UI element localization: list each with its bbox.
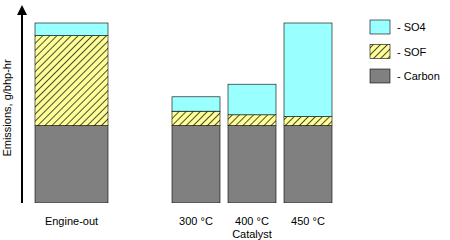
bar-segment [35,126,108,203]
bar-segment [172,97,220,111]
y-axis-line [21,9,23,203]
y-axis-label: Emissions, g/bhp-hr [1,59,13,157]
legend-label: - SO4 [397,21,426,33]
bars [35,23,332,203]
legend-swatch [370,20,390,34]
bar-segment [35,23,108,36]
legend: - SO4 - SOF - Carbon [370,20,440,83]
bar-segment [172,126,220,203]
legend-label: - Carbon [397,70,440,82]
group-label: Catalyst [232,228,272,240]
x-tick-label: 300 °C [179,215,213,227]
legend-swatch [370,69,390,83]
bar-segment [284,23,332,117]
x-tick-label: 450 °C [291,215,325,227]
bar-segment [228,115,276,126]
legend-label: - SOF [397,46,427,58]
chart-container: Emissions, g/bhp-hr Engine-out 300 °C 400 °… [0,0,450,240]
bar-segment [228,84,276,115]
bar-segment [172,111,220,125]
chart: Emissions, g/bhp-hr Engine-out 300 °C 400 °… [0,0,450,240]
bar-segment [284,117,332,126]
bar-segment [284,126,332,203]
x-tick-label: 400 °C [235,215,269,227]
bar-segment [228,126,276,203]
y-axis-arrow [17,5,27,15]
legend-swatch [370,45,390,59]
bar-segment [35,36,108,126]
x-tick-label: Engine-out [45,215,98,227]
